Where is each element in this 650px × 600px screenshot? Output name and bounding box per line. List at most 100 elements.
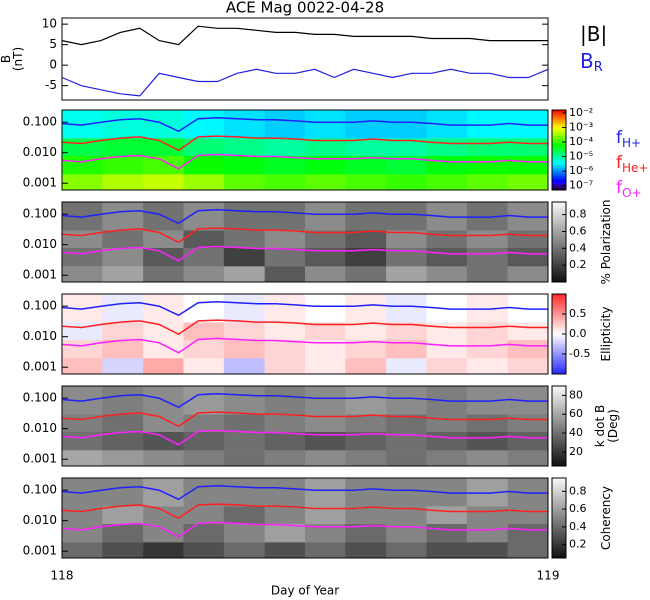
heatmap-cell bbox=[466, 506, 508, 524]
heatmap-cell bbox=[62, 174, 103, 191]
heatmap-cell bbox=[102, 431, 144, 451]
heatmap-cell bbox=[426, 247, 468, 267]
colorbar-step bbox=[552, 336, 566, 339]
heatmap-cell bbox=[345, 431, 387, 451]
heatmap-cell bbox=[426, 450, 468, 467]
gyrofrequency-line bbox=[61, 300, 548, 317]
heatmap-cell bbox=[305, 431, 346, 451]
heatmap-cell bbox=[386, 322, 427, 340]
colorbar-tick-label: 10⁻⁵ bbox=[569, 150, 593, 163]
heatmap-cell bbox=[386, 138, 427, 156]
colorbar-step bbox=[552, 446, 566, 449]
colorbar-step bbox=[552, 148, 566, 151]
legend-subscript: R bbox=[594, 60, 603, 75]
colorbar-step bbox=[552, 478, 566, 481]
colorbar-step bbox=[552, 408, 566, 411]
heatmap-cell bbox=[345, 155, 387, 175]
heatmap-cell bbox=[264, 138, 306, 156]
heatmap-cell bbox=[183, 506, 225, 524]
heatmap-cell bbox=[143, 414, 184, 432]
heatmap-cell bbox=[183, 174, 225, 191]
colorbar-step bbox=[552, 496, 566, 499]
colorbar-step bbox=[552, 306, 566, 309]
heatmap-cell bbox=[345, 506, 387, 524]
colorbar-step bbox=[552, 544, 566, 547]
gyrofrequency-line bbox=[61, 392, 548, 409]
colorbar-tick-label: 10⁻⁷ bbox=[569, 179, 593, 192]
colorbar-tick-label: 10⁻² bbox=[569, 106, 593, 119]
panel-frame bbox=[61, 385, 549, 467]
colorbar-step bbox=[552, 264, 566, 267]
heatmap-cell bbox=[426, 523, 468, 543]
colorbar-step bbox=[552, 534, 566, 537]
gyrofrequency-line bbox=[61, 484, 548, 501]
colorbar-step bbox=[552, 360, 566, 363]
colorbar-step bbox=[552, 118, 566, 121]
colorbar-tick-label: 0.6 bbox=[569, 224, 587, 237]
heatmap-cell bbox=[507, 414, 549, 432]
heatmap-cell bbox=[183, 322, 225, 340]
heatmap-cell bbox=[264, 386, 306, 415]
colorbar-step bbox=[552, 270, 566, 273]
heatmap-cell bbox=[183, 542, 225, 559]
heatmap-cell bbox=[426, 414, 468, 432]
heatmap-cell bbox=[345, 202, 387, 231]
colorbar-step bbox=[552, 276, 566, 279]
colorbar-step bbox=[552, 362, 566, 365]
colorbar-step bbox=[552, 140, 566, 143]
heatmap-cell bbox=[223, 174, 265, 191]
heatmap-cell bbox=[386, 230, 427, 248]
colorbar-step bbox=[552, 548, 566, 551]
colorbar-step bbox=[552, 280, 566, 283]
colorbar-step bbox=[552, 530, 566, 533]
y-tick-label: 5 bbox=[49, 37, 57, 51]
colorbar-step bbox=[552, 152, 566, 155]
colorbar-step bbox=[552, 232, 566, 235]
heatmap-cell bbox=[386, 358, 427, 375]
colorbar-step bbox=[552, 208, 566, 211]
colorbar-step bbox=[552, 526, 566, 529]
colorbar-step bbox=[552, 244, 566, 247]
heatmap-cell bbox=[143, 155, 184, 175]
heatmap-cell bbox=[264, 230, 306, 248]
gyrofrequency-line bbox=[61, 337, 548, 354]
colorbar-step bbox=[552, 356, 566, 359]
heatmap-cell bbox=[102, 322, 144, 340]
colorbar-step bbox=[552, 480, 566, 483]
heatmap-cell bbox=[386, 478, 427, 507]
colorbar-step bbox=[552, 124, 566, 127]
colorbar-label: k dot B bbox=[593, 405, 607, 447]
colorbar-step bbox=[552, 202, 566, 205]
colorbar-label: Ellipticity bbox=[599, 307, 613, 362]
colorbar-step bbox=[552, 142, 566, 145]
y-axis-unit: (nT) bbox=[11, 47, 25, 71]
heatmap-cell bbox=[143, 339, 184, 359]
colorbar-step bbox=[552, 220, 566, 223]
colorbar-step bbox=[552, 160, 566, 163]
legend-label: f bbox=[616, 128, 623, 148]
colorbar-step bbox=[552, 112, 566, 115]
colorbar-step bbox=[552, 322, 566, 325]
colorbar-step bbox=[552, 488, 566, 491]
colorbar-step bbox=[552, 540, 566, 543]
y-tick-label: 0.100 bbox=[23, 115, 57, 129]
heatmap-cell bbox=[143, 523, 184, 543]
colorbar-step bbox=[552, 206, 566, 209]
heatmap-cell bbox=[507, 230, 549, 248]
colorbar-step bbox=[552, 424, 566, 427]
colorbar-step bbox=[552, 552, 566, 555]
heatmap-cell bbox=[305, 322, 346, 340]
colorbar-step bbox=[552, 260, 566, 263]
colorbar-step bbox=[552, 344, 566, 347]
colorbar-step bbox=[552, 246, 566, 249]
heatmap-cell bbox=[345, 386, 387, 415]
heatmap-cell bbox=[102, 110, 144, 139]
heatmap-cell bbox=[507, 450, 549, 467]
heatmap-cell bbox=[426, 155, 468, 175]
heatmap-cell bbox=[386, 542, 427, 559]
colorbar-step bbox=[552, 416, 566, 419]
colorbar-step bbox=[552, 122, 566, 125]
y-tick-label: 0.001 bbox=[23, 360, 57, 374]
colorbar-step bbox=[552, 146, 566, 149]
heatmap-cell bbox=[305, 230, 346, 248]
